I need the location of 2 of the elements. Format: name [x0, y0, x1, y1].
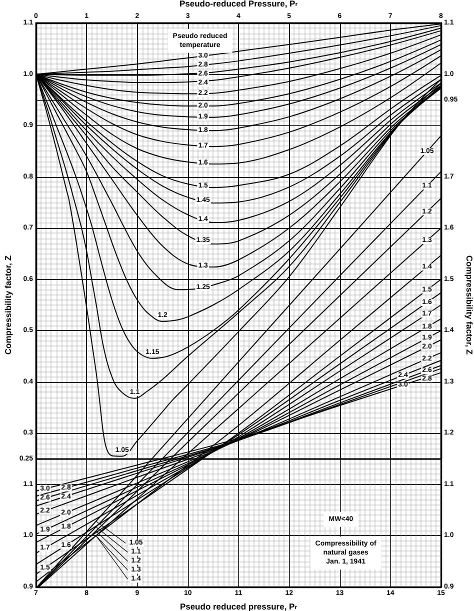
y-axis-title: Compressibility factor, Z — [2, 255, 13, 355]
y2-axis-title: Compressibility factor, Z — [464, 255, 474, 355]
